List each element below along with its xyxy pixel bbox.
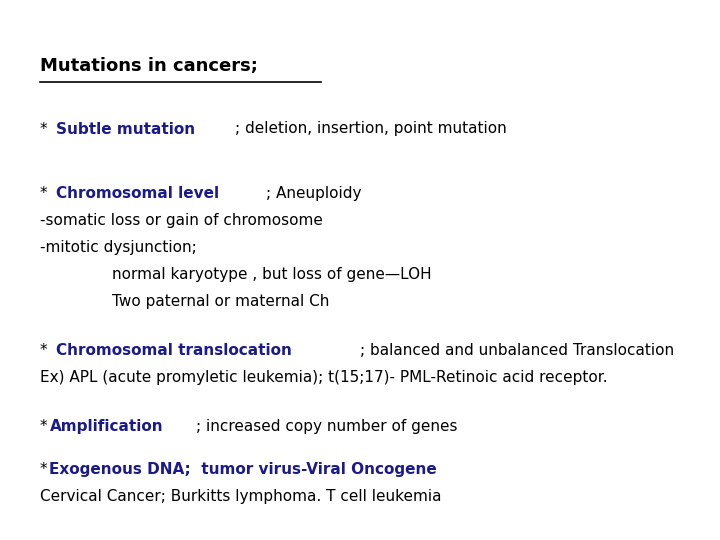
Text: normal karyotype , but loss of gene—LOH: normal karyotype , but loss of gene—LOH — [112, 267, 431, 282]
Text: *: * — [40, 343, 52, 358]
Text: Mutations in cancers;: Mutations in cancers; — [40, 57, 258, 75]
Text: Ex) APL (acute promyletic leukemia); t(15;17)- PML-Retinoic acid receptor.: Ex) APL (acute promyletic leukemia); t(1… — [40, 370, 607, 385]
Text: ; Aneuploidy: ; Aneuploidy — [266, 186, 361, 201]
Text: Subtle mutation: Subtle mutation — [55, 122, 195, 137]
Text: Chromosomal translocation: Chromosomal translocation — [55, 343, 292, 358]
Text: Amplification: Amplification — [50, 418, 163, 434]
Text: *: * — [40, 122, 52, 137]
Text: Chromosomal level: Chromosomal level — [55, 186, 219, 201]
Text: *: * — [40, 418, 48, 434]
Text: *: * — [40, 462, 48, 477]
Text: ; balanced and unbalanced Translocation: ; balanced and unbalanced Translocation — [360, 343, 674, 358]
Text: Cervical Cancer; Burkitts lymphoma. T cell leukemia: Cervical Cancer; Burkitts lymphoma. T ce… — [40, 489, 441, 504]
Text: *: * — [40, 186, 52, 201]
Text: Two paternal or maternal Ch: Two paternal or maternal Ch — [112, 294, 329, 309]
Text: -somatic loss or gain of chromosome: -somatic loss or gain of chromosome — [40, 213, 323, 228]
Text: Exogenous DNA;  tumor virus-Viral Oncogene: Exogenous DNA; tumor virus-Viral Oncogen… — [50, 462, 437, 477]
Text: -mitotic dysjunction;: -mitotic dysjunction; — [40, 240, 197, 255]
Text: ; deletion, insertion, point mutation: ; deletion, insertion, point mutation — [235, 122, 507, 137]
Text: ; increased copy number of genes: ; increased copy number of genes — [196, 418, 457, 434]
